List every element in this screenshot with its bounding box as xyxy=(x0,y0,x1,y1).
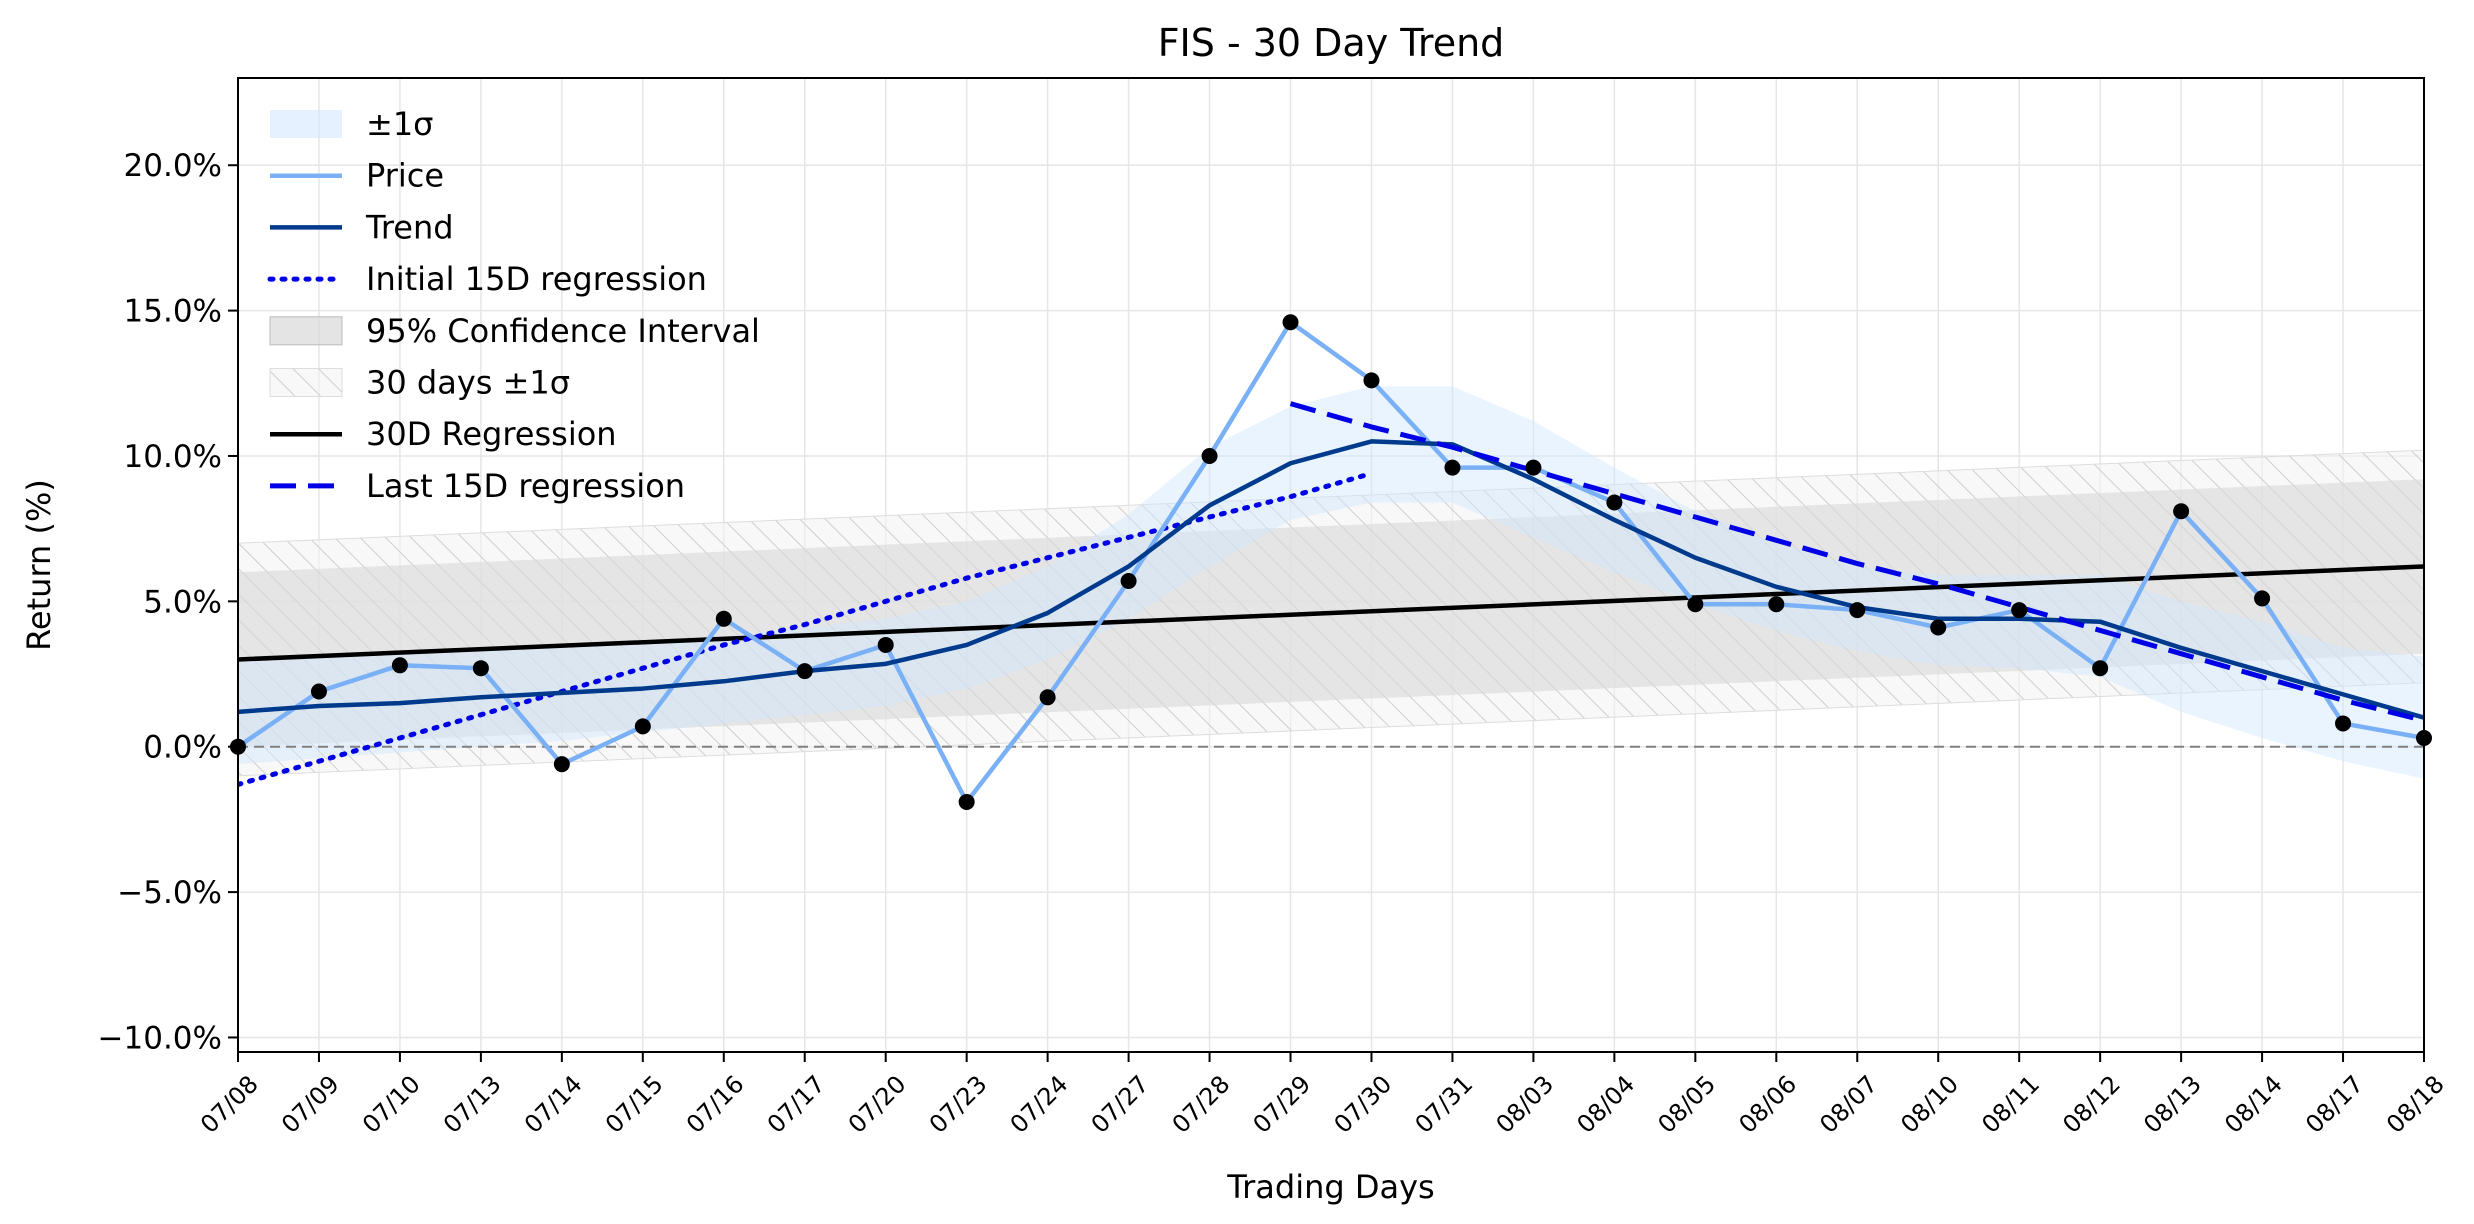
x-tick-label: 08/18 xyxy=(2381,1070,2450,1139)
legend: ±1σ Price Trend Initial 15D regression 95% C… xyxy=(267,105,760,505)
x-tick-label: 07/16 xyxy=(681,1070,750,1139)
legend-label: 30D Regression xyxy=(366,415,617,453)
y-axis-ticks: −10.0% −5.0% 0.0% 5.0% 10.0% 15.0% 20.0% xyxy=(98,148,238,1056)
x-tick-label: 07/24 xyxy=(1005,1070,1074,1139)
price-point xyxy=(1849,602,1866,619)
chart-title: FIS - 30 Day Trend xyxy=(1158,21,1505,65)
x-axis-ticks: 07/08 07/09 07/10 07/13 07/14 07/15 07/16 07/17… xyxy=(195,1052,2450,1139)
price-point xyxy=(2092,660,2109,677)
x-tick-label: 07/14 xyxy=(519,1070,588,1139)
y-tick-label: 20.0% xyxy=(124,148,222,184)
band-1-sigma xyxy=(238,386,2424,779)
price-point xyxy=(1282,314,1299,331)
series-lines xyxy=(238,319,2424,805)
legend-swatch xyxy=(269,316,343,346)
price-points xyxy=(230,314,2432,810)
x-tick-label: 07/17 xyxy=(762,1070,831,1139)
y-tick-label: 0.0% xyxy=(143,730,222,766)
y-tick-label: 10.0% xyxy=(124,439,222,475)
legend-label: 95% Confidence Interval xyxy=(366,312,760,350)
x-tick-label: 08/03 xyxy=(1491,1070,1560,1139)
price-point xyxy=(553,756,570,773)
x-tick-label: 07/27 xyxy=(1086,1070,1155,1139)
price-point xyxy=(1930,619,1947,636)
series-30d-regression xyxy=(238,564,2424,662)
price-point xyxy=(1525,459,1542,476)
x-tick-label: 07/15 xyxy=(600,1070,669,1139)
price-point xyxy=(2173,503,2190,520)
price-point xyxy=(1687,596,1704,613)
x-axis-label: Trading Days xyxy=(1226,1168,1434,1206)
price-point xyxy=(2011,602,2028,619)
legend-label: 30 days ±1σ xyxy=(366,364,570,402)
price-point xyxy=(2254,590,2271,607)
price-point xyxy=(391,657,408,674)
price-point xyxy=(796,663,813,680)
x-tick-label: 07/08 xyxy=(195,1070,264,1139)
x-tick-label: 08/17 xyxy=(2300,1070,2369,1139)
y-tick-label: −10.0% xyxy=(98,1020,222,1056)
price-point xyxy=(1444,459,1461,476)
x-tick-label: 07/28 xyxy=(1167,1070,1236,1139)
legend-label: Trend xyxy=(365,208,454,246)
x-tick-label: 08/14 xyxy=(2219,1070,2288,1139)
legend-swatch xyxy=(270,110,342,138)
series-last-15d-regression xyxy=(1289,401,2424,723)
price-point xyxy=(1606,494,1623,511)
x-tick-label: 07/31 xyxy=(1410,1070,1479,1139)
legend-label: ±1σ xyxy=(366,105,433,143)
price-point xyxy=(1120,572,1137,589)
series-price xyxy=(238,319,2424,805)
price-point xyxy=(472,660,489,677)
series-initial-15d-regression xyxy=(238,470,1374,788)
x-tick-label: 07/13 xyxy=(438,1070,507,1139)
y-axis-label: Return (%) xyxy=(20,479,58,651)
x-tick-label: 07/20 xyxy=(843,1070,912,1139)
x-tick-label: 08/05 xyxy=(1652,1070,1721,1139)
price-point xyxy=(1039,689,1056,706)
x-tick-label: 08/12 xyxy=(2057,1070,2126,1139)
x-tick-label: 07/30 xyxy=(1329,1070,1398,1139)
y-tick-label: 5.0% xyxy=(143,584,222,620)
y-tick-label: 15.0% xyxy=(124,294,222,330)
x-tick-label: 08/10 xyxy=(1895,1070,1964,1139)
x-tick-label: 08/06 xyxy=(1733,1070,1802,1139)
x-tick-label: 07/09 xyxy=(276,1070,345,1139)
price-point xyxy=(1768,596,1785,613)
x-tick-label: 07/29 xyxy=(1248,1070,1317,1139)
price-point xyxy=(1363,372,1380,389)
legend-label: Price xyxy=(366,157,444,195)
price-point xyxy=(2335,715,2352,732)
x-tick-label: 08/11 xyxy=(1976,1070,2045,1139)
price-point xyxy=(1201,447,1218,464)
x-tick-label: 08/04 xyxy=(1571,1070,1640,1139)
x-tick-label: 08/07 xyxy=(1814,1070,1883,1139)
legend-label: Initial 15D regression xyxy=(366,260,707,298)
price-point xyxy=(715,610,732,627)
legend-label: Last 15D regression xyxy=(366,467,685,505)
price-point xyxy=(310,683,327,700)
legend-swatch xyxy=(269,368,343,397)
x-tick-label: 08/13 xyxy=(2138,1070,2207,1139)
x-tick-label: 07/23 xyxy=(924,1070,993,1139)
price-point xyxy=(634,718,651,735)
plot-frame xyxy=(237,77,2425,1053)
price-point xyxy=(877,636,894,653)
x-tick-label: 07/10 xyxy=(357,1070,426,1139)
price-point xyxy=(958,793,975,810)
y-tick-label: −5.0% xyxy=(117,875,222,911)
